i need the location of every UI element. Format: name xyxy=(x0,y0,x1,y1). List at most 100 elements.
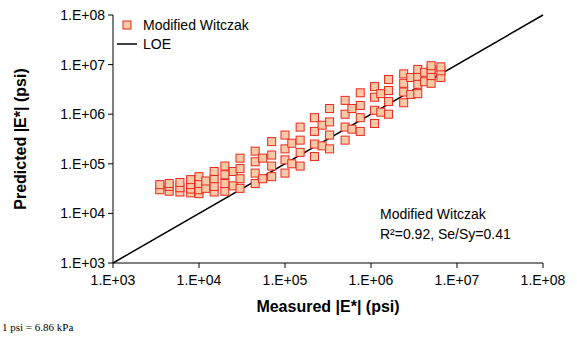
x-tick xyxy=(113,263,114,268)
y-tick-label: 1.E+07 xyxy=(60,57,105,73)
y-tick-label: 1.E+04 xyxy=(60,205,105,221)
data-point xyxy=(318,142,326,150)
data-point xyxy=(437,63,445,71)
y-tick xyxy=(108,163,113,164)
data-point xyxy=(341,96,349,104)
x-axis-title: Measured |E*| (psi) xyxy=(256,298,399,315)
x-tick-label: 1.E+06 xyxy=(349,272,394,288)
x-tick-label: 1.E+07 xyxy=(435,272,480,288)
data-point xyxy=(296,162,304,170)
x-tick xyxy=(199,263,200,268)
data-point xyxy=(348,125,356,133)
legend: Modified Witczak LOE xyxy=(117,17,250,52)
data-point xyxy=(176,178,184,186)
x-tick xyxy=(543,263,544,268)
data-point xyxy=(348,105,356,113)
data-point xyxy=(210,167,218,175)
y-axis xyxy=(113,15,114,263)
data-point xyxy=(268,138,276,146)
data-point xyxy=(156,181,164,189)
data-point xyxy=(281,169,289,177)
data-point xyxy=(377,90,385,98)
x-axis xyxy=(113,263,543,264)
data-point xyxy=(341,136,349,144)
data-point xyxy=(296,123,304,131)
data-point xyxy=(221,180,229,188)
x-tick xyxy=(457,263,458,268)
y-tick-label: 1.E+06 xyxy=(60,106,105,122)
x-tick-label: 1.E+08 xyxy=(521,272,566,288)
legend-marker xyxy=(123,21,131,29)
y-tick-label: 1.E+08 xyxy=(60,7,105,23)
legend-label: LOE xyxy=(143,36,171,52)
data-point xyxy=(310,140,318,148)
data-point xyxy=(202,184,210,192)
data-point xyxy=(377,108,385,116)
y-axis-title: Predicted |E*| (psi) xyxy=(12,68,29,209)
data-point xyxy=(427,62,435,70)
annotation: Modified Witczak xyxy=(380,206,487,222)
data-point xyxy=(356,101,364,109)
y-tick xyxy=(108,263,113,264)
data-point xyxy=(326,131,334,139)
data-point xyxy=(210,182,218,190)
x-tick xyxy=(285,263,286,268)
data-point xyxy=(400,99,408,107)
footnote: 1 psi = 6.86 kPa xyxy=(2,321,73,333)
y-tick-label: 1.E+05 xyxy=(60,156,105,172)
data-point xyxy=(288,160,296,168)
y-tick xyxy=(108,15,113,16)
data-point xyxy=(385,76,393,84)
y-tick-label: 1.E+03 xyxy=(60,255,105,271)
data-point xyxy=(251,147,259,155)
y-tick xyxy=(108,213,113,214)
data-point xyxy=(296,136,304,144)
data-point xyxy=(251,158,259,166)
data-point xyxy=(385,87,393,95)
x-tick-label: 1.E+03 xyxy=(91,272,136,288)
data-point xyxy=(251,169,259,177)
data-point xyxy=(281,131,289,139)
data-point xyxy=(326,145,334,153)
data-point xyxy=(356,114,364,122)
data-point xyxy=(318,121,326,129)
chart-root: 1.E+03 1.E+04 1.E+05 1.E+06 1.E+07 1.E+08 1.E+… xyxy=(0,0,577,344)
data-point xyxy=(268,173,276,181)
data-point xyxy=(165,180,173,188)
x-tick-label: 1.E+05 xyxy=(263,272,308,288)
data-point xyxy=(259,175,267,183)
data-point xyxy=(414,90,422,98)
data-point xyxy=(236,154,244,162)
data-point xyxy=(236,165,244,173)
x-tick xyxy=(371,263,372,268)
data-point xyxy=(259,154,267,162)
data-point xyxy=(221,187,229,195)
data-point xyxy=(356,127,364,135)
data-point xyxy=(221,171,229,179)
chart-svg: 1.E+03 1.E+04 1.E+05 1.E+06 1.E+07 1.E+08 1.E+… xyxy=(0,0,577,344)
data-point xyxy=(385,98,393,106)
annotation: R²=0.92, Se/Sy=0.41 xyxy=(380,226,511,242)
data-point xyxy=(385,110,393,118)
data-point xyxy=(310,127,318,135)
data-point xyxy=(251,180,259,188)
plot-data xyxy=(113,15,543,263)
data-point xyxy=(356,89,364,97)
y-tick xyxy=(108,64,113,65)
data-point xyxy=(296,148,304,156)
x-tick-label: 1.E+04 xyxy=(177,272,222,288)
legend-label: Modified Witczak xyxy=(143,17,250,33)
background xyxy=(0,0,577,344)
legend-line xyxy=(117,43,137,45)
data-point xyxy=(236,175,244,183)
data-point xyxy=(326,118,334,126)
data-point xyxy=(221,162,229,170)
data-point xyxy=(288,139,296,147)
data-point xyxy=(268,162,276,170)
data-point xyxy=(326,105,334,113)
y-tick xyxy=(108,114,113,115)
data-point xyxy=(310,114,318,122)
data-point xyxy=(371,119,379,127)
data-point xyxy=(187,176,195,184)
data-point xyxy=(427,79,435,87)
